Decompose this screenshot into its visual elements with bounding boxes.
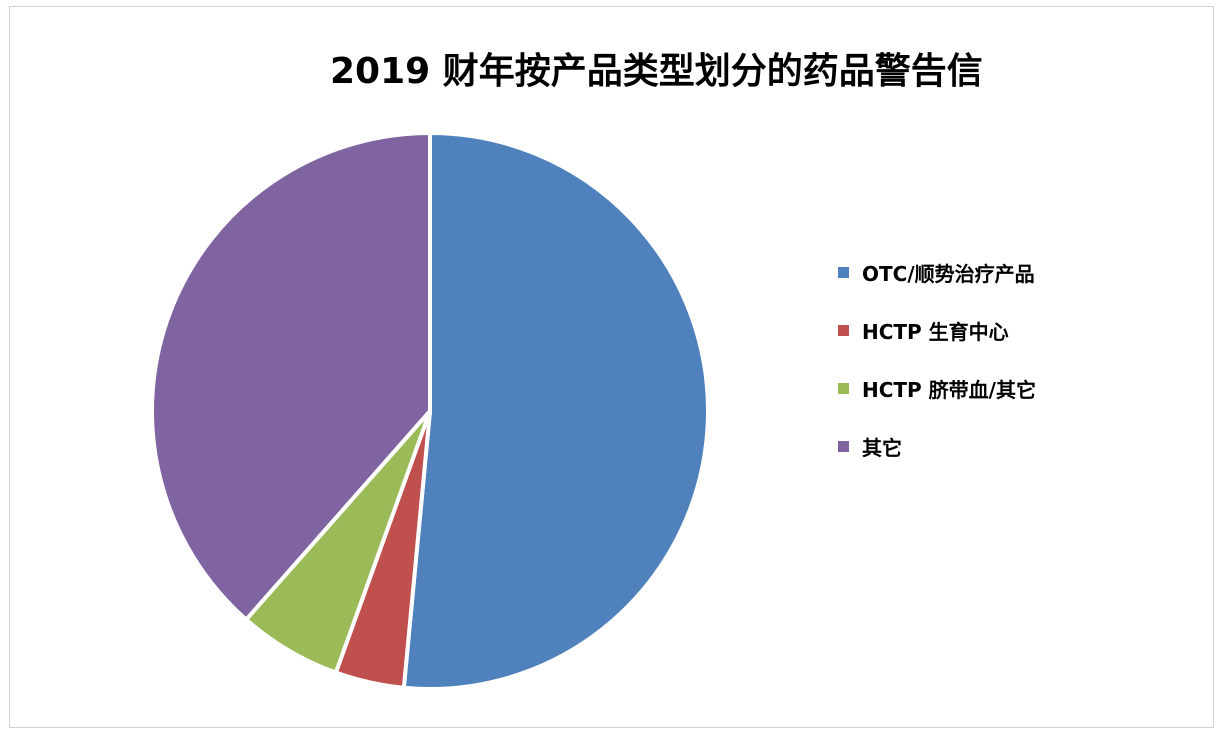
pie-slice	[150, 131, 432, 622]
pie-slice	[401, 131, 710, 691]
legend-swatch	[838, 382, 849, 394]
legend-swatch	[838, 266, 849, 278]
legend-item: 其它	[838, 417, 1198, 475]
legend-label: 其它	[862, 435, 902, 460]
chart-title: 2019 财年按产品类型划分的药品警告信	[330, 51, 983, 92]
legend-item: OTC/顺势治疗产品	[838, 243, 1198, 301]
chart-legend: OTC/顺势治疗产品 HCTP 生育中心 HCTP 脐带血/其它 其它	[838, 243, 1198, 475]
legend-swatch	[838, 324, 849, 336]
legend-item: HCTP 脐带血/其它	[838, 359, 1198, 417]
legend-label: HCTP 脐带血/其它	[862, 377, 1036, 402]
legend-swatch	[838, 440, 849, 452]
legend-label: OTC/顺势治疗产品	[862, 261, 1035, 286]
legend-item: HCTP 生育中心	[838, 301, 1198, 359]
legend-label: HCTP 生育中心	[862, 319, 1009, 344]
